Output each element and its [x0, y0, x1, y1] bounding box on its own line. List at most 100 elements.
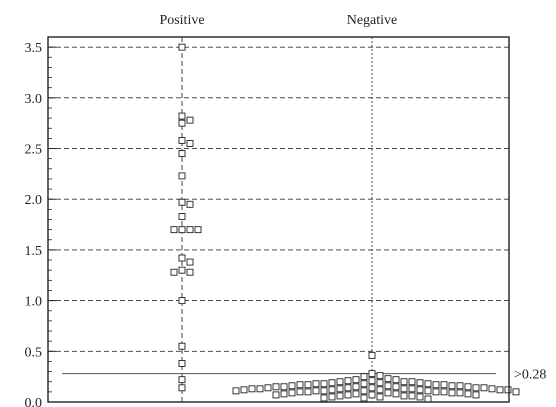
y-tick-label: 1.5	[25, 244, 43, 259]
category-guide-lines	[181, 37, 373, 402]
negative-point	[384, 382, 392, 390]
negative-point	[456, 382, 464, 390]
negative-point	[496, 386, 504, 394]
negative-point	[296, 381, 304, 389]
negative-point	[240, 386, 248, 394]
negative-point	[360, 387, 368, 395]
positive-point	[178, 266, 186, 274]
negative-point	[352, 383, 360, 391]
category-label: Negative	[347, 13, 398, 28]
positive-point	[178, 119, 186, 127]
negative-point	[272, 391, 280, 399]
negative-point	[392, 383, 400, 391]
positive-point	[178, 112, 186, 120]
negative-point	[256, 385, 264, 393]
negative-point	[368, 391, 376, 399]
negative-point	[360, 394, 368, 402]
negative-point	[472, 384, 480, 392]
negative-point	[368, 377, 376, 385]
positive-point	[178, 172, 186, 180]
positive-point	[178, 360, 186, 367]
negative-point	[384, 375, 392, 383]
negative-point	[312, 387, 320, 395]
y-tick-label: 0.0	[25, 396, 43, 407]
negative-point	[472, 391, 480, 399]
negative-point	[328, 386, 336, 394]
negative-point	[512, 388, 520, 396]
cutoff-label: >0.28	[514, 368, 546, 383]
negative-point	[424, 380, 432, 388]
negative-point	[288, 389, 296, 397]
positive-point	[178, 384, 186, 392]
category-label: Positive	[159, 13, 204, 28]
negative-point	[376, 386, 384, 394]
negative-point	[344, 391, 352, 399]
negative-point	[400, 385, 408, 393]
negative-point	[464, 383, 472, 391]
positive-point	[186, 268, 194, 276]
y-tick-label: 3.0	[25, 92, 43, 107]
negative-point	[360, 373, 368, 381]
positive-point	[178, 376, 186, 384]
positive-point	[186, 226, 194, 234]
y-tick-label: 2.5	[25, 143, 43, 158]
cutoff-layer: >0.28	[62, 368, 546, 383]
negative-point	[504, 386, 512, 394]
negative-point	[328, 379, 336, 387]
positive-point	[170, 226, 178, 234]
category-labels: Positive Negative	[159, 13, 397, 28]
negative-point	[416, 379, 424, 387]
negative-point	[392, 390, 400, 398]
y-tick-label: 2.0	[25, 193, 43, 208]
y-tick-label: 1.0	[25, 295, 43, 310]
negative-point	[248, 385, 256, 393]
negative-point	[464, 390, 472, 398]
negative-point	[376, 379, 384, 387]
negative-point	[336, 385, 344, 393]
negative-point	[432, 381, 440, 389]
negative-point	[280, 390, 288, 398]
negative-point	[232, 387, 240, 395]
negative-point	[280, 383, 288, 391]
negative-point	[416, 386, 424, 394]
y-axis-ticks	[48, 46, 56, 403]
positive-point	[186, 116, 194, 124]
tick-labels: 0.0 0.5 1.0 1.5 2.0 2.5 3.0 3.5	[25, 41, 43, 407]
negative-point	[392, 376, 400, 384]
negative-point	[336, 378, 344, 386]
positive-point	[186, 140, 194, 147]
negative-point	[424, 395, 432, 403]
negative-point	[320, 380, 328, 388]
negative-point	[408, 385, 416, 393]
positive-point	[178, 342, 186, 350]
positive-point	[178, 136, 186, 144]
negative-point	[352, 376, 360, 384]
negative-point	[440, 388, 448, 396]
negative-point	[320, 387, 328, 395]
positive-point	[178, 226, 186, 234]
negative-point	[400, 392, 408, 400]
grid-lines	[48, 46, 509, 352]
y-tick-label: 3.5	[25, 41, 43, 56]
negative-point	[448, 382, 456, 390]
negative-point	[400, 378, 408, 386]
negative-point	[416, 393, 424, 401]
negative-point	[344, 377, 352, 385]
negative-point	[320, 394, 328, 402]
data-points	[170, 43, 520, 403]
negative-point	[448, 389, 456, 397]
negative-point	[368, 351, 376, 359]
negative-point	[368, 384, 376, 392]
positive-point	[178, 198, 186, 206]
negative-point	[424, 387, 432, 395]
positive-point	[178, 254, 186, 262]
negative-point	[304, 381, 312, 389]
negative-point	[336, 392, 344, 400]
negative-point	[328, 393, 336, 401]
negative-point	[488, 385, 496, 393]
negative-point	[288, 382, 296, 390]
negative-point	[352, 390, 360, 398]
negative-point	[344, 384, 352, 392]
negative-point	[384, 389, 392, 397]
negative-point	[408, 378, 416, 386]
